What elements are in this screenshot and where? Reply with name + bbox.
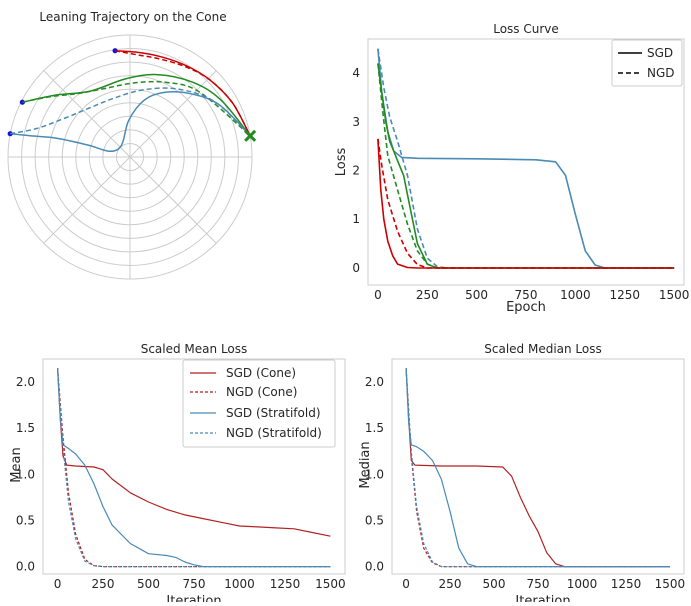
series-line-0 — [405, 368, 670, 568]
y-tick-label: 1.5 — [365, 421, 384, 435]
polar-trajectory-3 — [22, 80, 251, 137]
x-tick-label: 1500 — [315, 577, 346, 591]
x-tick-label: 0 — [402, 577, 410, 591]
polar-grid-spoke — [43, 70, 131, 158]
x-tick-label: 1250 — [611, 577, 642, 591]
y-tick-label: 1 — [352, 212, 360, 226]
x-tick-label: 1000 — [560, 288, 591, 302]
polar-title: Leaning Trajectory on the Cone — [39, 10, 226, 24]
loss-curve-ylabel: Loss — [334, 148, 349, 177]
x-tick-label: 1500 — [659, 288, 690, 302]
polar-trajectory-1 — [114, 49, 251, 137]
scaled-mean-panel: Scaled Mean Loss Iteration Mean 0 250 500 7… — [9, 342, 346, 606]
legend-label-sgd-stratifold: SGD (Stratifold) — [226, 406, 321, 420]
x-tick-label: 250 — [92, 577, 115, 591]
y-tick-label: 3 — [352, 115, 360, 129]
loss-curve-title: Loss Curve — [493, 22, 559, 36]
y-tick-label: 1.0 — [16, 467, 35, 481]
x-tick-label: 750 — [515, 288, 538, 302]
y-tick-label: 0 — [352, 261, 360, 275]
legend-label-ngd-cone: NGD (Cone) — [226, 385, 297, 399]
scaled-median-axes: 0 250 500 750 1000 1250 1500 0.0 0.5 1.0 1.5 2.0 — [365, 358, 686, 591]
x-tick-label: 250 — [439, 577, 462, 591]
y-tick-label: 2 — [352, 164, 360, 178]
x-tick-label: 0 — [54, 577, 62, 591]
loss-curve-legend: SGD NGD — [611, 39, 683, 87]
y-tick-label: 2.0 — [365, 375, 384, 389]
polar-target-marker — [244, 129, 257, 142]
polar-grid-spoke — [129, 70, 217, 158]
x-tick-label: 0 — [374, 288, 382, 302]
scaled-mean-legend: SGD (Cone) NGD (Cone) SGD (Stratifold) N… — [182, 359, 336, 448]
y-tick-label: 2.0 — [16, 375, 35, 389]
polar-grid-spoke — [129, 156, 217, 244]
x-tick-label: 500 — [465, 288, 488, 302]
polar-panel: Leaning Trajectory on the Cone — [7, 10, 257, 280]
x-tick-label: 1250 — [610, 288, 641, 302]
x-tick-label: 250 — [416, 288, 439, 302]
series-line-3 — [405, 368, 670, 568]
y-tick-label: 0.0 — [365, 560, 384, 574]
scaled-median-title: Scaled Median Loss — [484, 342, 602, 356]
loss-curve-legend-box — [611, 39, 683, 87]
x-tick-label: 1500 — [655, 577, 686, 591]
legend-label-ngd-stratifold: NGD (Stratifold) — [226, 426, 322, 440]
polar-series — [7, 48, 257, 153]
x-tick-label: 750 — [527, 577, 550, 591]
y-tick-label: 0.5 — [365, 514, 384, 528]
series-line-0 — [57, 368, 331, 537]
x-tick-label: 750 — [183, 577, 206, 591]
legend-label-ngd: NGD — [647, 66, 675, 80]
scaled-mean-xlabel: Iteration — [166, 594, 221, 602]
polar-trajectory-5 — [10, 87, 251, 137]
y-tick-label: 1.0 — [365, 467, 384, 481]
series-line-4 — [377, 138, 675, 269]
y-tick-label: 4 — [352, 66, 360, 80]
series-line-3 — [57, 368, 331, 568]
y-tick-label: 1.5 — [16, 421, 35, 435]
y-tick-label: 0.5 — [16, 514, 35, 528]
loss-curve-panel: Loss Curve Epoch Loss 0 250 500 750 1000 1250… — [334, 22, 689, 315]
polar-grid — [7, 34, 253, 280]
x-tick-label: 1250 — [270, 577, 301, 591]
x-tick-label: 500 — [483, 577, 506, 591]
polar-trajectory-2 — [22, 73, 251, 137]
scaled-median-xlabel: Iteration — [515, 594, 570, 602]
legend-label-sgd: SGD — [647, 46, 673, 60]
series-line-1 — [57, 368, 331, 568]
x-tick-label: 1000 — [224, 577, 255, 591]
y-tick-label: 0.0 — [16, 560, 35, 574]
loss-curve-xlabel: Epoch — [506, 300, 546, 315]
scaled-median-ylabel: Median — [358, 441, 373, 488]
series-line-2 — [405, 368, 670, 568]
series-line-2 — [57, 368, 331, 568]
scaled-mean-ylabel: Mean — [9, 447, 24, 482]
scaled-mean-title: Scaled Mean Loss — [141, 342, 248, 356]
scaled-median-panel: Scaled Median Loss Iteration Median 0 250… — [358, 342, 686, 606]
x-tick-label: 1000 — [567, 577, 598, 591]
scaled-mean-legend-box — [182, 359, 336, 448]
polar-trajectory-4 — [10, 91, 251, 153]
series-line-5 — [377, 138, 675, 269]
x-tick-label: 500 — [137, 577, 160, 591]
legend-label-sgd-cone: SGD (Cone) — [226, 366, 296, 380]
series-line-3 — [377, 63, 675, 269]
polar-grid-spoke — [43, 156, 131, 244]
